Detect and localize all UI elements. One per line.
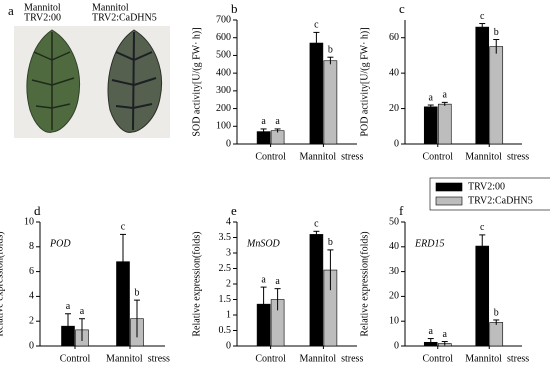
panel-label: d <box>34 203 41 218</box>
significance-letter: b <box>135 287 140 298</box>
bar <box>423 106 438 145</box>
bar <box>475 26 490 145</box>
y-tick-label: 0 <box>226 340 231 351</box>
y-tick-label: 0 <box>29 340 34 351</box>
x-tick-label: Mannitol stress <box>299 151 363 162</box>
y-tick-label: 10 <box>24 216 34 227</box>
legend-label: TRV2:00 <box>468 181 505 192</box>
y-tick-label: 400 <box>216 67 231 78</box>
y-tick-label: 40 <box>389 67 399 78</box>
significance-letter: a <box>443 90 448 101</box>
significance-letter: a <box>443 329 448 340</box>
y-tick-label: 2.5 <box>219 263 232 274</box>
significance-letter: a <box>261 274 266 285</box>
x-tick-label: Control <box>60 353 91 364</box>
significance-letter: c <box>314 219 319 230</box>
x-tick-label: Mannitol stress <box>299 353 363 364</box>
y-tick-label: 500 <box>216 50 231 61</box>
image-label: TRV2:CaDHN5 <box>92 12 157 23</box>
y-tick-label: 600 <box>216 32 231 43</box>
y-tick-label: 0 <box>226 138 231 149</box>
legend-label: TRV2:CaDHN5 <box>468 195 533 206</box>
significance-letter: a <box>80 306 85 317</box>
significance-letter: c <box>121 222 126 233</box>
x-tick-label: Mannitol stress <box>465 353 529 364</box>
panel-label: a <box>8 3 14 18</box>
y-tick-label: 50 <box>389 216 399 227</box>
y-tick-label: 700 <box>216 14 231 25</box>
significance-letter: a <box>261 116 266 127</box>
significance-letter: c <box>480 11 485 22</box>
x-tick-label: Control <box>422 151 453 162</box>
significance-letter: b <box>494 307 499 318</box>
significance-letter: a <box>66 301 71 312</box>
panel-label: b <box>231 1 238 16</box>
y-axis-label: SOD activity[U/(g FW· h)] <box>191 27 202 136</box>
significance-letter: a <box>429 92 434 103</box>
bar <box>323 60 338 145</box>
y-tick-label: 3.5 <box>219 232 232 243</box>
bar <box>437 103 452 145</box>
y-tick-label: 1 <box>226 309 231 320</box>
y-tick-label: 2 <box>226 278 231 289</box>
y-tick-label: 1.5 <box>219 294 232 305</box>
significance-letter: b <box>328 44 333 55</box>
x-tick-label: Mannitol stress <box>465 151 529 162</box>
bar <box>475 245 490 347</box>
panel-label: e <box>231 203 237 218</box>
x-tick-label: Control <box>255 353 286 364</box>
image-label: Mannitol <box>24 2 61 13</box>
bar <box>489 322 504 347</box>
y-axis-label: POD activity[U/(g FW· h)] <box>359 27 370 136</box>
bar <box>309 42 324 145</box>
y-tick-label: 60 <box>389 32 399 43</box>
y-tick-label: 40 <box>389 241 399 252</box>
y-tick-label: 0 <box>394 138 399 149</box>
y-tick-label: 20 <box>389 103 399 114</box>
bar <box>270 130 285 145</box>
leaf-veins <box>31 32 75 130</box>
y-tick-label: 4 <box>29 291 34 302</box>
y-tick-label: 200 <box>216 103 231 114</box>
bar <box>309 234 324 347</box>
x-tick-label: Control <box>422 353 453 364</box>
image-label: Mannitol <box>92 2 129 13</box>
y-tick-label: 2 <box>29 315 34 326</box>
significance-letter: a <box>275 276 280 287</box>
y-axis-label: Relative expression(folds) <box>0 231 5 336</box>
gene-label: POD <box>49 238 71 249</box>
significance-letter: c <box>314 20 319 31</box>
y-tick-label: 6 <box>29 266 34 277</box>
y-tick-label: 8 <box>29 241 34 252</box>
y-axis-label: Relative expression(folds) <box>359 231 370 336</box>
gene-label: MnSOD <box>246 238 281 249</box>
y-tick-label: 10 <box>389 315 399 326</box>
y-tick-label: 3 <box>226 247 231 258</box>
legend-swatch <box>435 182 463 192</box>
panel-label: f <box>399 203 404 218</box>
significance-letter: c <box>480 222 485 233</box>
significance-letter: b <box>494 27 499 38</box>
leaf-veins <box>111 31 157 131</box>
y-axis-label: Relative expression(folds) <box>191 231 202 336</box>
y-tick-label: 20 <box>389 291 399 302</box>
y-tick-label: 30 <box>389 266 399 277</box>
panel-label: c <box>399 1 405 16</box>
significance-letter: b <box>328 237 333 248</box>
x-tick-label: Control <box>255 151 286 162</box>
y-tick-label: 300 <box>216 85 231 96</box>
y-tick-label: 4 <box>226 216 231 227</box>
y-tick-label: 0.5 <box>219 325 232 336</box>
significance-letter: a <box>275 116 280 127</box>
bar <box>489 46 504 145</box>
y-tick-label: 100 <box>216 121 231 132</box>
legend-swatch <box>435 196 463 206</box>
image-label: TRV2:00 <box>24 12 61 23</box>
x-tick-label: Mannitol stress <box>106 353 170 364</box>
y-tick-label: 0 <box>394 340 399 351</box>
significance-letter: a <box>429 326 434 337</box>
gene-label: ERD15 <box>414 238 444 249</box>
